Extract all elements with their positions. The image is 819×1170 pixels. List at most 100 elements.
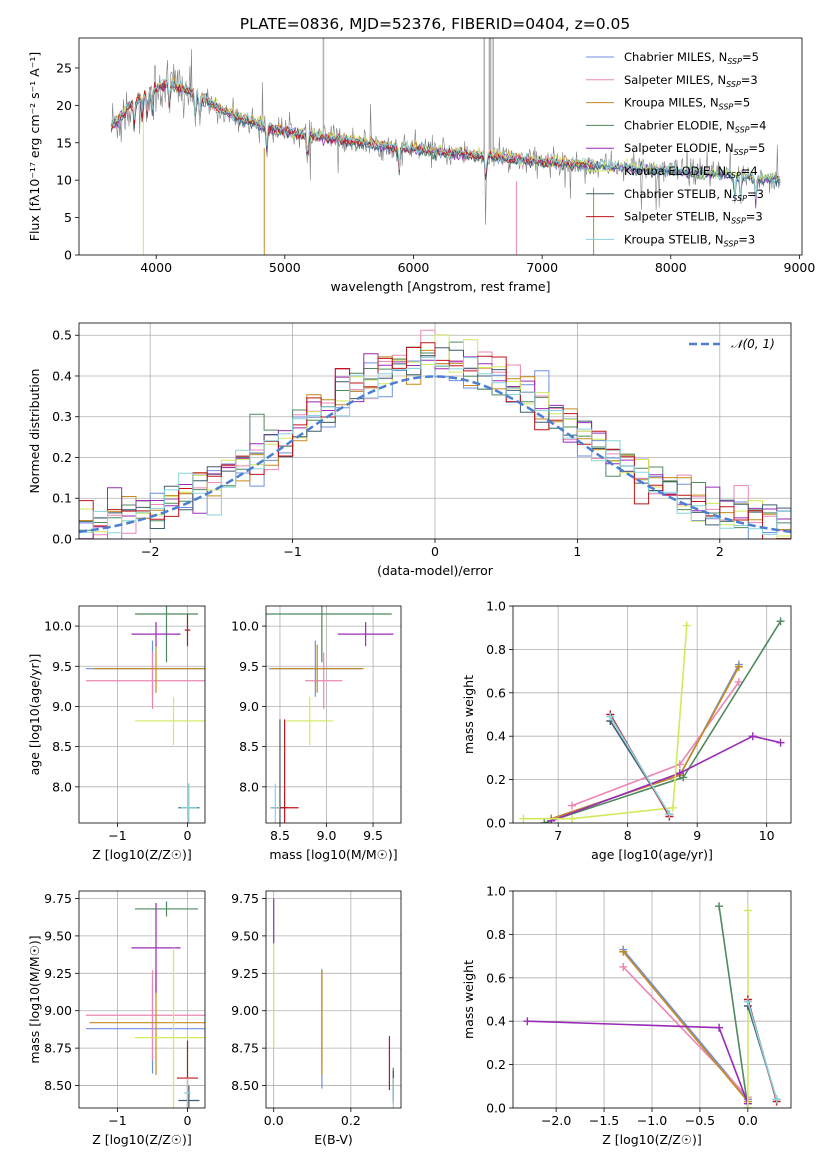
y-tick-label: 9.5 — [52, 659, 72, 674]
x-tick-label: 9.5 — [363, 828, 383, 843]
x-tick-label: −1.0 — [637, 1113, 667, 1128]
mass-weight-marker — [540, 819, 549, 823]
y-tick-label: 9.50 — [231, 928, 259, 943]
legend-label: 𝒩(0, 1) — [731, 337, 775, 351]
chart-panel-2: −2 −1 0 1 2 0.0 0.1 0.2 0.3 0.4 0.5 (data-model)/er… — [27, 322, 792, 578]
x-tick-label: 9000 — [784, 260, 816, 275]
mass-weight-line — [550, 666, 740, 820]
y-tick-label: 9.50 — [44, 928, 72, 943]
y-tick-label: 0.0 — [52, 532, 72, 547]
mass-weight-line — [718, 906, 749, 1108]
legend: Chabrier MILES, NSSP=5 Salpeter MILES, NS… — [586, 50, 766, 248]
x-tick-label: 10 — [759, 828, 775, 843]
chart-panel-5: 7 8 9 10 0.0 0.2 0.4 0.6 0.8 1.0 age [log10(age/yr… — [461, 599, 792, 862]
mass-weight-marker — [665, 810, 674, 819]
x-tick-label: 7 — [554, 828, 562, 843]
figure-title: PLATE=0836, MJD=52376, FIBERID=0404, z=0… — [240, 15, 630, 33]
legend-label: Chabrier ELODIE, NSSP=4 — [624, 118, 766, 134]
y-tick-label: 0.1 — [52, 491, 72, 506]
y-tick-label: 10.0 — [44, 619, 72, 634]
y-tick-label: 1.0 — [486, 599, 506, 614]
plot-area — [86, 901, 205, 1108]
normal-reference-curve — [79, 375, 791, 534]
y-axis-label: mass weight — [461, 960, 476, 1039]
mass-weight-marker — [776, 738, 785, 747]
x-axis-label: E(B-V) — [314, 1132, 353, 1147]
x-axis-label: Z [log10(Z/Z☉)] — [92, 847, 192, 862]
mass-weight-marker — [619, 962, 628, 971]
chart-panel-4: 8.5 9.0 9.5 8.0 8.5 9.0 9.5 10.0 mass [log10(M/M… — [231, 605, 402, 862]
plot-area — [519, 617, 785, 823]
mass-weight-marker — [679, 773, 688, 782]
spectrum-model-line — [110, 81, 594, 179]
legend-label: Kroupa ELODIE, NSSP=4 — [624, 164, 758, 180]
mass-weight-marker — [734, 677, 743, 686]
mass-weight-marker — [619, 947, 628, 956]
mass-weight-marker — [772, 1095, 781, 1104]
y-tick-label: 8.75 — [231, 1041, 259, 1056]
y-tick-label: 8.50 — [44, 1078, 72, 1093]
histogram-step — [79, 356, 791, 539]
chart-panel-3: −1 0 8.0 8.5 9.0 9.5 10.0 Z [log10(Z/Z☉)] age [l… — [27, 605, 206, 862]
chart-panel-1: 4000 5000 6000 7000 8000 9000 0 5 10 15 20 25 wavele… — [27, 37, 816, 294]
y-tick-label: 9.00 — [44, 1003, 72, 1018]
axes-frame — [78, 37, 803, 256]
spectrum-model-line — [110, 78, 781, 200]
x-axis-label: wavelength [Angstrom, rest frame] — [330, 279, 550, 294]
axes-frame — [78, 605, 206, 824]
x-tick-label: 9 — [693, 828, 701, 843]
y-axis-label: mass [log10(M/M☉)] — [27, 935, 42, 1063]
y-tick-label: 9.5 — [239, 659, 259, 674]
mass-weight-marker — [743, 1104, 752, 1108]
x-tick-label: −2.0 — [541, 1113, 571, 1128]
y-tick-label: 0.0 — [486, 816, 506, 831]
y-tick-label: 0.4 — [486, 1014, 506, 1029]
y-axis-label: Flux [fλ10⁻¹⁷ erg cm⁻² s⁻¹ A⁻¹] — [27, 52, 42, 241]
y-tick-label: 9.0 — [239, 699, 259, 714]
mass-weight-marker — [519, 814, 528, 823]
y-axis-label: mass weight — [461, 675, 476, 754]
x-axis-label: (data-model)/error — [377, 563, 494, 578]
y-tick-label: 0.8 — [486, 642, 506, 657]
x-tick-label: −1 — [108, 828, 126, 843]
y-tick-label: 15 — [56, 135, 72, 150]
y-tick-label: 0.4 — [52, 368, 72, 383]
x-tick-label: −1 — [108, 1113, 126, 1128]
legend-label: Salpeter ELODIE, NSSP=5 — [624, 141, 765, 157]
plot-area — [273, 898, 394, 1108]
mass-weight-line — [523, 625, 688, 820]
x-tick-label: −2 — [141, 544, 159, 559]
y-tick-label: 8.5 — [52, 739, 72, 754]
y-tick-label: 0.2 — [486, 772, 506, 787]
y-tick-label: 0.6 — [486, 970, 506, 985]
x-tick-label: 0 — [431, 544, 439, 559]
y-tick-label: 0.6 — [486, 685, 506, 700]
y-axis-label: age [log10(age/yr)] — [27, 654, 42, 776]
x-tick-label: 8.5 — [270, 828, 290, 843]
mass-weight-line — [544, 620, 782, 823]
y-tick-label: 9.00 — [231, 1003, 259, 1018]
y-tick-label: 0.2 — [486, 1057, 506, 1072]
y-tick-label: 10 — [56, 173, 72, 188]
y-tick-label: 0.2 — [52, 450, 72, 465]
y-tick-label: 8.5 — [239, 739, 259, 754]
mass-weight-line — [622, 966, 749, 1098]
mass-weight-marker — [523, 1017, 532, 1026]
plot-area — [110, 38, 781, 255]
chart-panel-8: −2.0 −1.5 −1.0 −0.5 0.0 0.0 0.2 0.4 0.6 0.8 1.0 Z [… — [461, 884, 792, 1147]
x-tick-label: 4000 — [140, 260, 172, 275]
x-tick-label: 0 — [184, 1113, 192, 1128]
axes-frame — [512, 890, 792, 1109]
axes-frame — [78, 890, 206, 1109]
mass-weight-marker — [675, 760, 684, 769]
y-tick-label: 1.0 — [486, 884, 506, 899]
y-tick-label: 9.75 — [44, 891, 72, 906]
x-tick-label: 8000 — [655, 260, 687, 275]
x-tick-label: 8 — [624, 828, 632, 843]
y-tick-label: 20 — [56, 98, 72, 113]
y-tick-label: 0.8 — [486, 927, 506, 942]
legend-label: Salpeter STELIB, NSSP=3 — [624, 210, 763, 226]
y-tick-label: 0.5 — [52, 328, 72, 343]
mass-weight-line — [747, 1001, 778, 1100]
